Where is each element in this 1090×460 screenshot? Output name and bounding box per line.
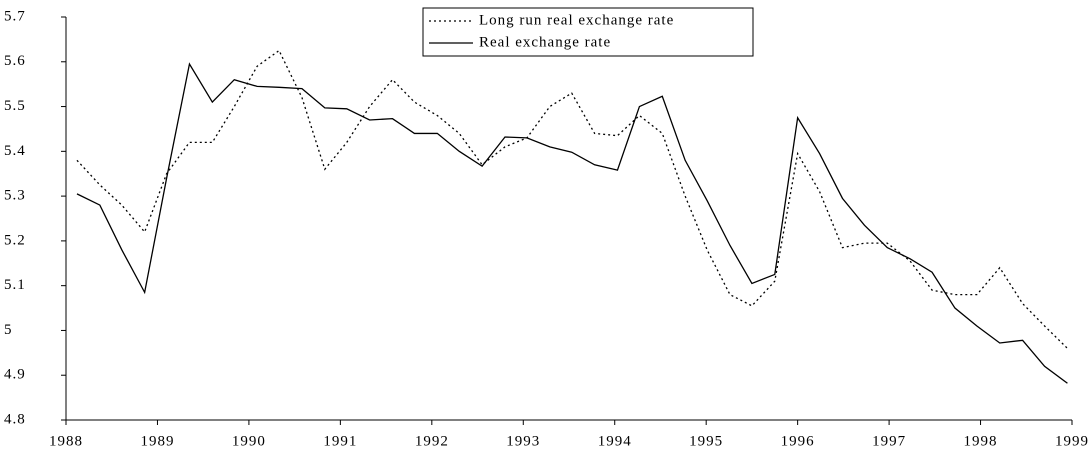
y-tick-label: 5.6	[4, 53, 26, 69]
legend-label: Real exchange rate	[479, 34, 611, 50]
x-tick-label: 1996	[781, 433, 815, 449]
x-tick-label: 1988	[49, 433, 83, 449]
x-tick-label: 1998	[964, 433, 998, 449]
x-tick-label: 1993	[506, 433, 540, 449]
legend-label: Long run real exchange rate	[479, 12, 674, 28]
x-tick-label: 1997	[872, 433, 906, 449]
x-tick-label: 1995	[689, 433, 723, 449]
x-tick-label: 1990	[232, 433, 266, 449]
x-tick-label: 1991	[323, 433, 357, 449]
y-tick-label: 5	[4, 322, 13, 338]
legend-box	[422, 7, 754, 57]
series-line	[76, 49, 1068, 349]
x-tick-label: 1999	[1055, 433, 1089, 449]
series-line	[76, 62, 1068, 384]
y-tick-label: 5.7	[4, 8, 26, 24]
y-tick-label: 5.3	[4, 188, 26, 204]
y-tick-label: 5.2	[4, 232, 26, 248]
y-tick-label: 4.9	[4, 367, 26, 383]
y-tick-label: 5.1	[4, 277, 26, 293]
y-tick-label: 4.8	[4, 411, 26, 427]
x-tick-label: 1992	[415, 433, 449, 449]
y-tick-label: 5.4	[4, 143, 26, 159]
x-tick-label: 1994	[598, 433, 632, 449]
x-tick-label: 1989	[140, 433, 174, 449]
y-tick-label: 5.5	[4, 98, 26, 114]
